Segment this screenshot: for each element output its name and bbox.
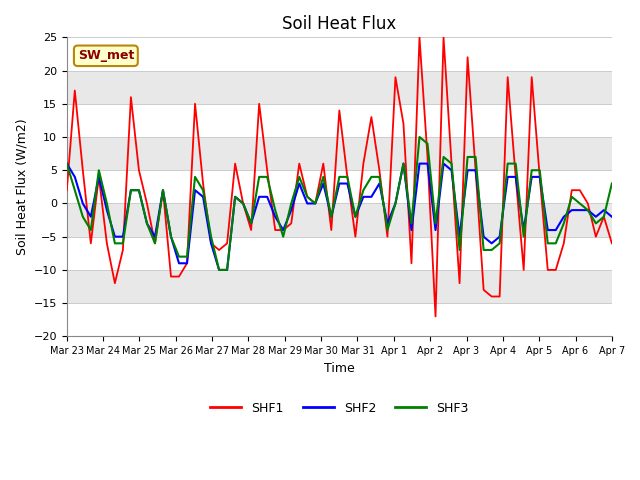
Bar bbox=[67, 37, 612, 71]
SHF1 bbox=[167, 274, 175, 279]
Line: SHF3: SHF3 bbox=[67, 137, 612, 270]
SHF2 bbox=[383, 220, 391, 226]
Line: SHF2: SHF2 bbox=[67, 164, 612, 270]
SHF3 bbox=[103, 201, 111, 206]
Y-axis label: Soil Heat Flux (W/m2): Soil Heat Flux (W/m2) bbox=[15, 119, 28, 255]
Bar bbox=[67, 237, 612, 270]
SHF2 bbox=[103, 207, 111, 213]
SHF3 bbox=[608, 180, 616, 186]
Line: SHF1: SHF1 bbox=[67, 37, 612, 316]
SHF1 bbox=[600, 214, 608, 220]
Bar bbox=[67, 104, 612, 137]
SHF2 bbox=[247, 220, 255, 226]
SHF2 bbox=[255, 194, 263, 200]
SHF1 bbox=[151, 240, 159, 246]
SHF3 bbox=[215, 267, 223, 273]
SHF2 bbox=[167, 234, 175, 240]
Bar bbox=[67, 303, 612, 336]
SHF3 bbox=[383, 227, 391, 233]
SHF2 bbox=[608, 214, 616, 220]
SHF1 bbox=[63, 187, 70, 193]
Title: Soil Heat Flux: Soil Heat Flux bbox=[282, 15, 396, 33]
SHF1 bbox=[415, 35, 423, 40]
Text: SW_met: SW_met bbox=[77, 49, 134, 62]
SHF1 bbox=[103, 240, 111, 246]
X-axis label: Time: Time bbox=[324, 361, 355, 375]
SHF1 bbox=[608, 240, 616, 246]
Bar bbox=[67, 270, 612, 303]
SHF3 bbox=[600, 214, 608, 220]
SHF1 bbox=[432, 313, 440, 319]
SHF1 bbox=[376, 168, 383, 173]
SHF2 bbox=[215, 267, 223, 273]
SHF3 bbox=[496, 240, 504, 246]
SHF2 bbox=[600, 207, 608, 213]
SHF3 bbox=[151, 240, 159, 246]
SHF3 bbox=[167, 234, 175, 240]
Bar bbox=[67, 204, 612, 237]
SHF1 bbox=[496, 294, 504, 300]
SHF3 bbox=[415, 134, 423, 140]
Bar bbox=[67, 71, 612, 104]
SHF2 bbox=[63, 161, 70, 167]
Bar bbox=[67, 137, 612, 170]
Legend: SHF1, SHF2, SHF3: SHF1, SHF2, SHF3 bbox=[205, 397, 474, 420]
Bar bbox=[67, 170, 612, 204]
SHF3 bbox=[63, 161, 70, 167]
